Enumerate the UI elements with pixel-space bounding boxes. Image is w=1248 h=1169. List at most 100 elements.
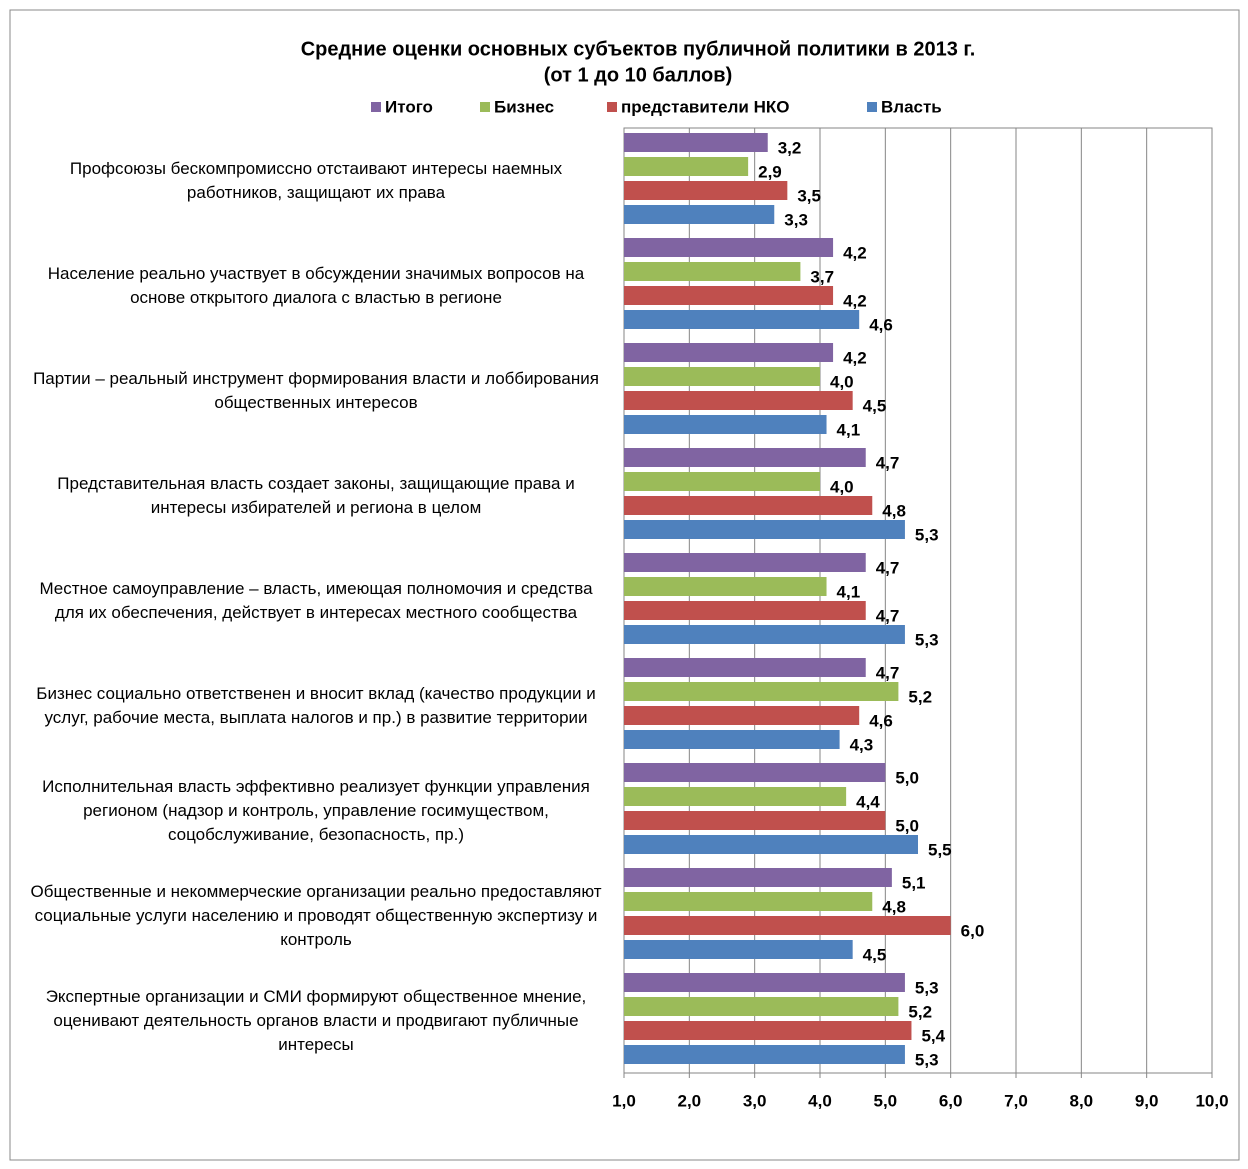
- value-label: 4,7: [876, 453, 900, 472]
- x-tick-label: 7,0: [1004, 1091, 1028, 1110]
- bar: [624, 835, 918, 854]
- value-label: 5,3: [915, 525, 939, 544]
- bar: [624, 181, 788, 200]
- value-label: 3,3: [784, 210, 808, 229]
- x-tick-label: 1,0: [612, 1091, 636, 1110]
- category-label: Экспертные организации и СМИ формируют о…: [45, 986, 587, 1054]
- value-label: 3,2: [778, 138, 802, 157]
- value-label: 3,5: [797, 186, 821, 205]
- bar: [624, 973, 905, 992]
- value-label: 5,3: [915, 1050, 939, 1069]
- bar: [624, 706, 860, 725]
- value-label: 4,3: [850, 735, 874, 754]
- value-label: 4,1: [837, 582, 861, 601]
- bar: [624, 286, 834, 305]
- value-label: 4,5: [863, 396, 887, 415]
- category-label: Общественные и некоммерческие организаци…: [30, 881, 602, 949]
- bar: [624, 811, 886, 830]
- bar: [624, 601, 866, 620]
- value-label: 2,9: [758, 162, 782, 181]
- bar: [624, 391, 853, 410]
- legend-label: представители НКО: [621, 97, 789, 116]
- value-label: 6,0: [961, 921, 985, 940]
- bar: [624, 472, 820, 491]
- value-label: 5,0: [895, 768, 919, 787]
- legend-label: Итого: [385, 97, 433, 116]
- x-tick-label: 10,0: [1195, 1091, 1228, 1110]
- value-label: 4,5: [863, 945, 887, 964]
- bar: [624, 916, 951, 935]
- bar: [624, 448, 866, 467]
- bar: [624, 157, 749, 176]
- category-label: Местное самоуправление – власть, имеющая…: [39, 578, 593, 622]
- value-label: 4,2: [843, 243, 867, 262]
- bar: [624, 553, 866, 572]
- value-label: 5,1: [902, 873, 926, 892]
- value-label: 4,1: [837, 420, 861, 439]
- legend-swatch: [867, 102, 877, 112]
- bar: [624, 205, 775, 224]
- value-label: 4,7: [876, 606, 900, 625]
- bar: [624, 625, 905, 644]
- chart-title: Средние оценки основных субъектов публич…: [301, 38, 976, 60]
- value-label: 5,3: [915, 978, 939, 997]
- x-tick-label: 8,0: [1070, 1091, 1094, 1110]
- bar: [624, 496, 873, 515]
- bar: [624, 577, 827, 596]
- x-tick-label: 6,0: [939, 1091, 963, 1110]
- value-label: 4,2: [843, 291, 867, 310]
- bar: [624, 1045, 905, 1064]
- value-label: 3,7: [810, 267, 834, 286]
- bar: [624, 682, 899, 701]
- value-label: 4,8: [882, 501, 906, 520]
- legend-swatch: [371, 102, 381, 112]
- bar: [624, 133, 768, 152]
- value-label: 5,0: [895, 816, 919, 835]
- bar: [624, 415, 827, 434]
- x-tick-label: 2,0: [678, 1091, 702, 1110]
- category-label: Партии – реальный инструмент формировани…: [33, 368, 599, 412]
- x-tick-label: 4,0: [808, 1091, 832, 1110]
- chart-subtitle: (от 1 до 10 баллов): [544, 64, 732, 86]
- bar: [624, 343, 834, 362]
- value-label: 4,8: [882, 897, 906, 916]
- value-label: 5,2: [908, 1002, 932, 1021]
- category-label: Бизнес социально ответственен и вносит в…: [36, 683, 596, 727]
- x-tick-label: 9,0: [1135, 1091, 1159, 1110]
- bar: [624, 763, 886, 782]
- category-label: Население реально участвует в обсуждении…: [47, 263, 585, 307]
- bar: [624, 520, 905, 539]
- legend-swatch: [480, 102, 490, 112]
- bar: [624, 262, 801, 281]
- value-label: 4,4: [856, 792, 880, 811]
- value-label: 5,5: [928, 840, 952, 859]
- value-label: 4,0: [830, 477, 854, 496]
- plot-border: [623, 127, 1213, 1074]
- value-label: 4,2: [843, 348, 867, 367]
- legend-label: Власть: [881, 97, 942, 116]
- legend-label: Бизнес: [494, 97, 554, 116]
- x-tick-label: 5,0: [874, 1091, 898, 1110]
- category-label: Профсоюзы бескомпромиссно отстаивают инт…: [69, 158, 563, 202]
- value-label: 4,6: [869, 711, 893, 730]
- bar: [624, 1021, 912, 1040]
- value-label: 5,2: [908, 687, 932, 706]
- bar: [624, 997, 899, 1016]
- bar: [624, 658, 866, 677]
- bar: [624, 238, 834, 257]
- legend-swatch: [607, 102, 617, 112]
- value-label: 5,3: [915, 630, 939, 649]
- bar: [624, 868, 892, 887]
- x-tick-label: 3,0: [743, 1091, 767, 1110]
- value-label: 5,4: [921, 1026, 945, 1045]
- bar: [624, 787, 847, 806]
- value-label: 4,7: [876, 663, 900, 682]
- bar: [624, 367, 820, 386]
- category-label: Представительная власть создает законы, …: [57, 473, 575, 517]
- bar: [624, 940, 853, 959]
- value-label: 4,7: [876, 558, 900, 577]
- bar: [624, 310, 860, 329]
- value-label: 4,6: [869, 315, 893, 334]
